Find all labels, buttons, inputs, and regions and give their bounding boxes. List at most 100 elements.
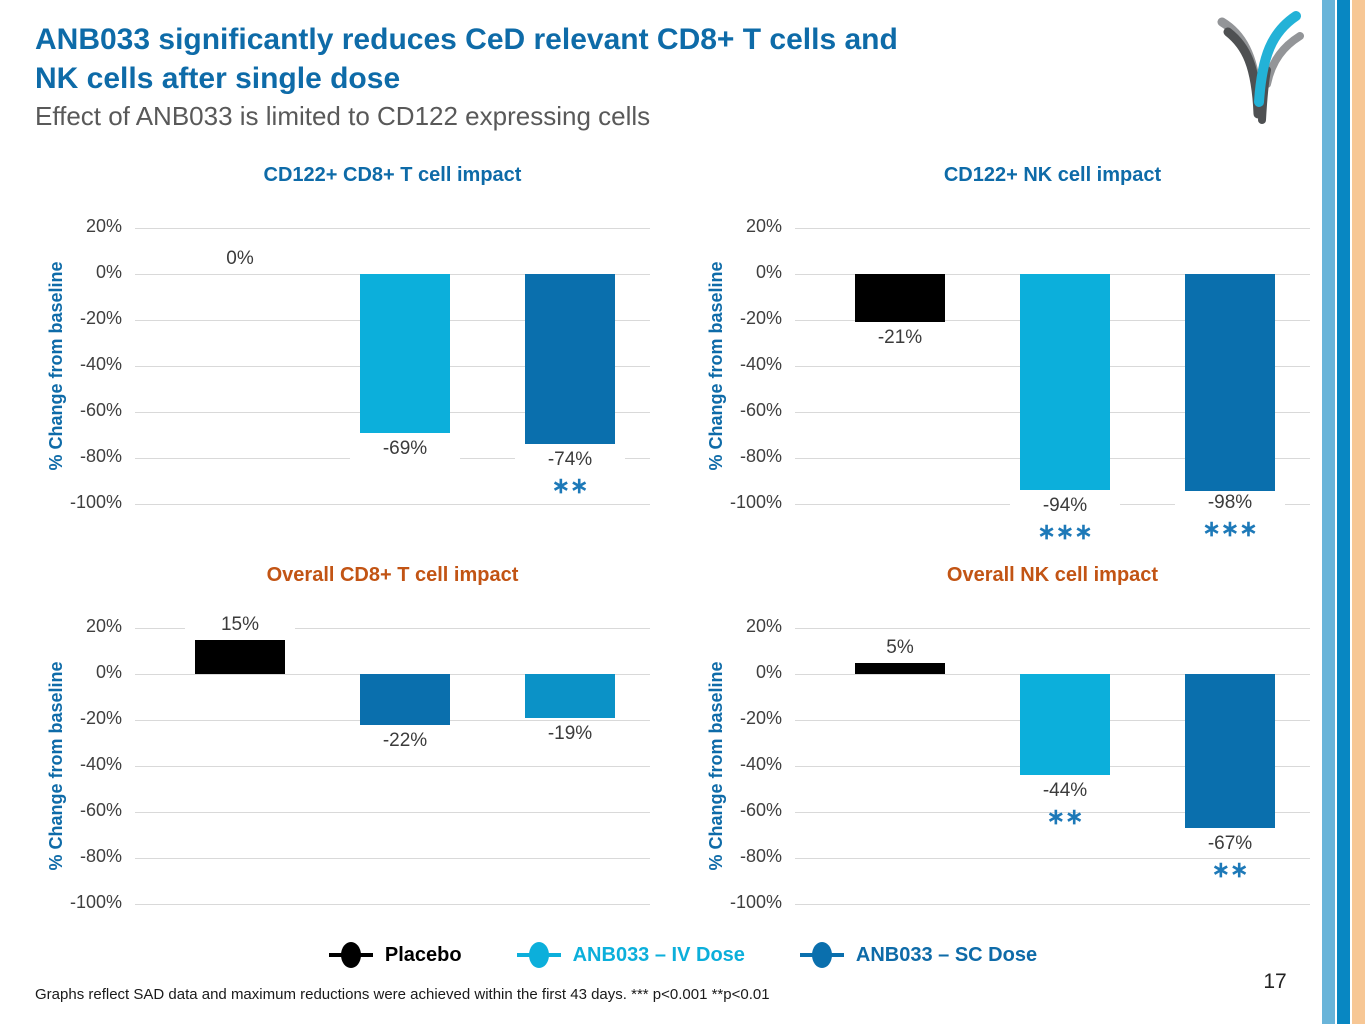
- chart-title: Overall CD8+ T cell impact: [266, 564, 519, 586]
- y-tick-label: -20%: [739, 708, 782, 728]
- bar-anb033-sc-dose: [525, 274, 615, 445]
- y-tick-label: -40%: [739, 754, 782, 774]
- significance-stars: ∗∗∗: [1037, 519, 1093, 545]
- y-tick-label: 0%: [95, 662, 122, 682]
- bar-value-label: -67%: [1175, 832, 1285, 857]
- company-logo-icon: [1217, 11, 1304, 124]
- gridline: [135, 228, 650, 229]
- page-title-line2: NK cells after single dose: [35, 62, 401, 95]
- chart-cd122-nk-cell: CD122+ NK cell impact% Change from basel…: [690, 162, 1350, 562]
- y-tick-label: -80%: [739, 446, 782, 466]
- bar-value-label: 0%: [185, 247, 295, 271]
- legend-label: ANB033 – IV Dose: [572, 943, 745, 966]
- y-tick-label: 0%: [95, 262, 122, 282]
- significance-stars: ∗∗∗: [1202, 516, 1258, 542]
- bar-value-label: 5%: [845, 635, 955, 660]
- legend-dot: [528, 942, 549, 968]
- y-tick-label: -80%: [79, 446, 122, 466]
- y-tick-label: -40%: [79, 754, 122, 774]
- page-number: 17: [1263, 970, 1287, 993]
- y-tick-label: 20%: [745, 216, 782, 236]
- chart-overall-nk-cell: Overall NK cell impact% Change from base…: [690, 562, 1350, 962]
- gridline: [795, 812, 1310, 813]
- chart-title: CD122+ NK cell impact: [943, 164, 1162, 186]
- y-tick-label: -60%: [79, 800, 122, 820]
- y-tick-label: 20%: [85, 616, 122, 636]
- y-tick-label: -100%: [69, 892, 122, 912]
- logo-dark-swoosh: [1223, 27, 1263, 119]
- page-title-line1: ANB033 significantly reduces CeD relevan…: [35, 23, 898, 56]
- y-tick-label: 20%: [745, 616, 782, 636]
- legend-dot: [340, 942, 361, 968]
- edge-stripe-light-blue: [1322, 0, 1335, 1024]
- y-tick-label: -60%: [79, 400, 122, 420]
- edge-stripe-dark-blue: [1337, 0, 1350, 1024]
- y-tick-label: -60%: [739, 800, 782, 820]
- gridline: [795, 628, 1310, 629]
- bar-value-label: -19%: [515, 721, 625, 746]
- y-tick-label: -100%: [69, 492, 122, 512]
- y-tick-label: -100%: [729, 492, 782, 512]
- bar-value-label: -69%: [350, 436, 460, 461]
- bar-value-label: -94%: [1010, 494, 1120, 519]
- y-tick-label: -100%: [729, 892, 782, 912]
- legend-label: ANB033 – SC Dose: [855, 943, 1038, 966]
- significance-stars: ∗∗: [1046, 804, 1084, 830]
- bar-placebo: [195, 639, 285, 674]
- logo-cyan-swoosh: [1254, 11, 1301, 107]
- legend-marker-icon: [799, 941, 844, 969]
- chart-overall-cd8-t-cell: Overall CD8+ T cell impact% Change from …: [30, 562, 690, 962]
- significance-stars: ∗∗: [551, 473, 589, 499]
- bar-placebo: [855, 662, 945, 674]
- bar-value-label: -74%: [515, 448, 625, 473]
- bar-placebo: [855, 274, 945, 323]
- gridline: [795, 904, 1310, 905]
- y-tick-label: -20%: [739, 308, 782, 328]
- legend-item: Placebo: [328, 941, 462, 969]
- footnote: Graphs reflect SAD data and maximum redu…: [35, 986, 770, 1003]
- legend-marker-icon: [516, 941, 561, 969]
- legend-label: Placebo: [384, 943, 462, 966]
- bar-anb033-sc-dose: [1185, 274, 1275, 500]
- bar-value-label: -44%: [1010, 779, 1120, 804]
- y-tick-label: -40%: [739, 354, 782, 374]
- bar-anb033-iv-dose: [1020, 274, 1110, 491]
- y-tick-label: -40%: [79, 354, 122, 374]
- bar-anb033-iv-dose: [360, 674, 450, 725]
- gridline: [135, 504, 650, 505]
- bar-value-label: -98%: [1175, 491, 1285, 516]
- bar-anb033-sc-dose: [525, 674, 615, 718]
- bar-value-label: -21%: [845, 326, 955, 351]
- bar-anb033-sc-dose: [1185, 674, 1275, 829]
- y-tick-label: 0%: [755, 662, 782, 682]
- gridline: [135, 766, 650, 767]
- chart-cd122-cd8-t-cell: CD122+ CD8+ T cell impact% Change from b…: [30, 162, 690, 562]
- page-title: ANB033 significantly reduces CeD relevan…: [35, 20, 1195, 98]
- y-tick-label: -20%: [79, 308, 122, 328]
- gridline: [795, 858, 1310, 859]
- y-tick-label: -20%: [79, 708, 122, 728]
- y-tick-label: -80%: [739, 846, 782, 866]
- gridline: [135, 628, 650, 629]
- gridline: [135, 858, 650, 859]
- gridline: [795, 228, 1310, 229]
- legend-item: ANB033 – SC Dose: [799, 941, 1038, 969]
- edge-stripe-peach: [1352, 0, 1365, 1024]
- bar-value-label: 15%: [185, 612, 295, 637]
- chart-legend: Placebo ANB033 – IV Dose ANB033 – SC Dose: [258, 930, 1108, 980]
- y-tick-label: -80%: [79, 846, 122, 866]
- page-subtitle: Effect of ANB033 is limited to CD122 exp…: [35, 101, 651, 131]
- y-tick-label: -60%: [739, 400, 782, 420]
- legend-dot: [811, 942, 832, 968]
- y-tick-label: 20%: [85, 216, 122, 236]
- y-tick-label: 0%: [755, 262, 782, 282]
- chart-title: Overall NK cell impact: [946, 564, 1159, 586]
- bar-anb033-iv-dose: [1020, 674, 1110, 776]
- gridline: [135, 904, 650, 905]
- gridline: [135, 812, 650, 813]
- bar-anb033-iv-dose: [360, 274, 450, 433]
- legend-marker-icon: [328, 941, 373, 969]
- legend-item: ANB033 – IV Dose: [516, 941, 745, 969]
- chart-title: CD122+ CD8+ T cell impact: [263, 164, 522, 186]
